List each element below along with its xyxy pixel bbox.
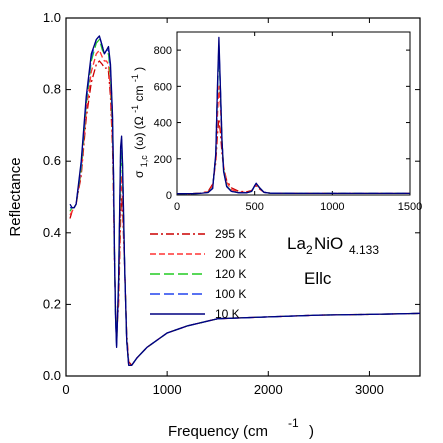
inset-x-tick-label-0: 0 — [174, 201, 180, 213]
inset-ylabel-cm: cm — [132, 86, 146, 102]
inset-x-tick-label-3: 1500 — [398, 201, 422, 213]
main-y-tick-label-2: 0.4 — [43, 225, 61, 240]
inset-ylabel-close: ) — [132, 67, 146, 71]
formula-la: La — [287, 234, 306, 253]
inset-series-10k — [177, 36, 410, 195]
inset-plot-frame — [176, 31, 411, 196]
formula-sub-4133: 4.133 — [349, 243, 379, 257]
inset-axis-ticks: 0 500 1000 1500 0 200 400 600 800 — [154, 32, 422, 213]
main-y-tick-label-5: 1.0 — [43, 10, 61, 25]
formula-sub-2: 2 — [306, 243, 313, 257]
main-y-tick-label-1: 0.2 — [43, 296, 61, 311]
main-series-group — [69, 35, 421, 366]
main-x-axis-label-text: Frequency (cm — [168, 423, 268, 440]
inset-y-tick-label-0: 0 — [166, 190, 172, 202]
main-x-tick-label-1: 1000 — [153, 382, 182, 397]
inset-x-tick-label-1: 500 — [245, 201, 263, 213]
main-x-axis-label-close: ) — [309, 423, 314, 440]
inset-x-tick-label-2: 1000 — [320, 201, 344, 213]
main-y-tick-label-0: 0.0 — [43, 368, 61, 383]
main-y-tick-label-4: 0.8 — [43, 82, 61, 97]
main-x-tick-label-2: 2000 — [254, 382, 283, 397]
inset-ylabel-sub: 1,c — [139, 155, 149, 168]
legend-label-100k: 100 K — [215, 287, 246, 301]
inset-ylabel-rest: (ω) (Ω — [132, 116, 146, 150]
legend: 295 K 200 K 120 K 100 K 10 K — [150, 227, 246, 321]
inset-ylabel-sigma: σ — [132, 170, 146, 178]
inset-y-tick-label-2: 400 — [154, 118, 172, 130]
legend-label-200k: 200 K — [215, 247, 246, 261]
formula-nio: NiO — [314, 234, 343, 253]
inset-y-tick-label-4: 800 — [154, 45, 172, 57]
main-y-tick-label-3: 0.6 — [43, 153, 61, 168]
inset-series-group — [177, 36, 410, 195]
inset-y-tick-label-3: 600 — [154, 81, 172, 93]
polarization-annotation: Ellc — [304, 269, 332, 288]
main-x-tick-label-0: 0 — [62, 382, 69, 397]
legend-label-10k: 10 K — [215, 307, 240, 321]
legend-label-120k: 120 K — [215, 267, 246, 281]
inset-y-tick-label-1: 200 — [154, 154, 172, 166]
main-x-axis-label-exponent: -1 — [288, 416, 299, 430]
main-series-10k — [69, 35, 421, 366]
formula-annotation: La 2 NiO 4.133 — [287, 234, 379, 257]
inset-ylabel-sup1: -1 — [130, 105, 140, 113]
main-x-tick-label-3: 3000 — [355, 382, 384, 397]
legend-label-295k: 295 K — [215, 227, 246, 241]
inset-y-axis-label: σ 1,c (ω) (Ω -1 cm -1 ) — [127, 67, 150, 178]
main-plot-frame — [65, 17, 421, 377]
main-y-axis-label: Reflectance — [7, 157, 24, 236]
inset-ylabel-sup2: -1 — [130, 74, 140, 82]
